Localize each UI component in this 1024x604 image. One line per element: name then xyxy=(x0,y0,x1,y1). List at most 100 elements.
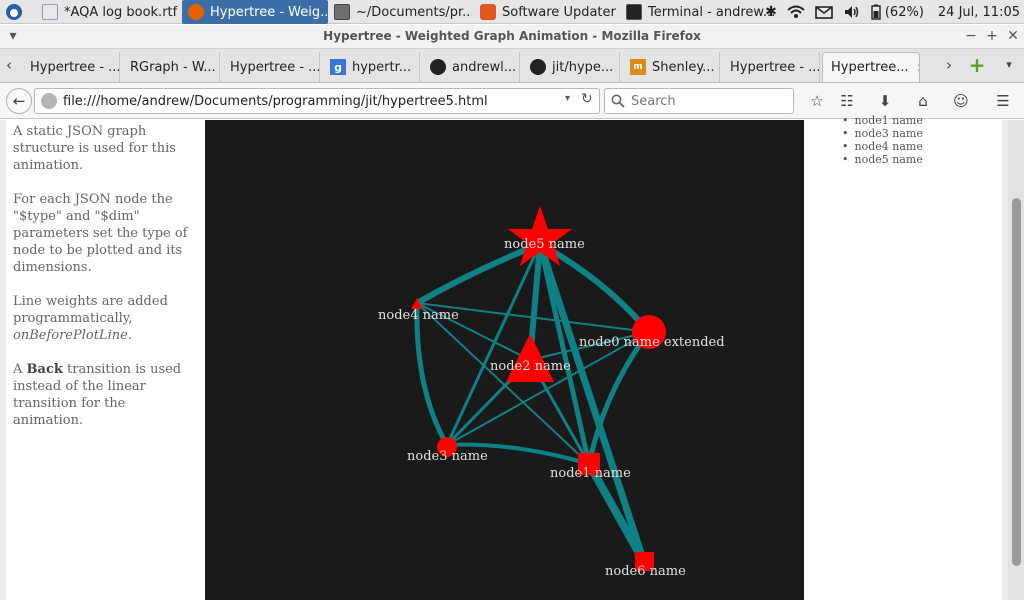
window-titlebar[interactable]: ▾ Hypertree - Weighted Graph Animation -… xyxy=(0,25,1024,49)
taskbar-item-firefox[interactable]: Hypertree - Weig... xyxy=(182,0,328,24)
wifi-icon[interactable] xyxy=(787,5,805,19)
description-paragraph-1: A static JSON graph structure is used fo… xyxy=(13,124,176,173)
node-list: node1 name node3 name node4 name node5 n… xyxy=(804,114,1002,166)
bookmark-star-icon[interactable]: ☆ xyxy=(810,92,824,110)
graph-edge xyxy=(416,302,650,333)
menu-icon[interactable]: ☰ xyxy=(996,92,1010,110)
reload-icon[interactable]: ↻ xyxy=(581,91,593,107)
node6-square[interactable] xyxy=(635,552,654,571)
graph-edges xyxy=(414,241,652,564)
tab-github-jit[interactable]: jit/hype... xyxy=(522,52,620,82)
chat-icon[interactable]: ☺ xyxy=(953,92,969,110)
page-scrollbar[interactable] xyxy=(1008,120,1024,600)
battery-icon[interactable] xyxy=(871,4,881,20)
url-bar[interactable]: file:///home/andrew/Documents/programmin… xyxy=(34,88,600,114)
updater-icon xyxy=(480,4,496,20)
firefox-icon xyxy=(188,4,204,20)
description-text: A static JSON graph structure is used fo… xyxy=(6,120,205,429)
app-menu-button[interactable] xyxy=(2,0,26,24)
description-paragraph-2: For each JSON node the "$type" and "$dim… xyxy=(13,192,188,275)
tab-hypertree-3[interactable]: Hypertree - ... xyxy=(722,52,820,82)
node2-triangle[interactable] xyxy=(506,334,554,382)
google-icon: g xyxy=(330,59,346,75)
description-paragraph-4: A Back transition is used instead of the… xyxy=(13,362,182,428)
tab-google-hypertree[interactable]: g hypertr... xyxy=(322,52,420,82)
graph-svg[interactable]: node5 name node4 name node0 name extende… xyxy=(205,120,804,600)
document-icon xyxy=(42,4,58,20)
desktop-panel: *AQA log book.rtf Hypertree - Weig... ~/… xyxy=(0,0,1024,24)
node6-label[interactable]: node6 name xyxy=(605,564,686,579)
node-list-panel: node1 name node3 name node4 name node5 n… xyxy=(804,114,1008,600)
tab-hypertree-1[interactable]: Hypertree - ... xyxy=(22,52,120,82)
back-button[interactable]: ← xyxy=(6,88,32,114)
graph-edge xyxy=(445,243,542,446)
maximize-button[interactable]: + xyxy=(986,28,998,44)
close-window-button[interactable]: ✕ xyxy=(1007,28,1019,44)
minimize-button[interactable]: − xyxy=(965,28,977,44)
search-icon xyxy=(611,94,625,108)
close-tab-icon[interactable]: ✕ xyxy=(917,61,919,75)
graph-edge xyxy=(446,331,650,446)
node0-circle[interactable] xyxy=(632,315,666,349)
downloads-icon[interactable]: ⬇ xyxy=(878,92,892,110)
taskbar-item-file-manager[interactable]: ~/Documents/pr... xyxy=(332,0,472,24)
graph-edge xyxy=(416,302,590,465)
node1-square[interactable] xyxy=(578,453,600,475)
graph-edge xyxy=(586,330,651,465)
mail-icon[interactable] xyxy=(815,5,833,19)
search-placeholder: Search xyxy=(631,93,676,109)
node3-label[interactable]: node3 name xyxy=(407,449,488,464)
bluetooth-icon[interactable]: ✱ xyxy=(765,4,777,20)
node-list-item: node5 name xyxy=(842,153,1002,166)
page-content: A static JSON graph structure is used fo… xyxy=(0,114,1024,600)
tab-hypertree-2[interactable]: Hypertree - ... xyxy=(222,52,320,82)
battery-percent: (62%) xyxy=(884,4,924,20)
node-list-item: node4 name xyxy=(842,140,1002,153)
node5-star[interactable] xyxy=(508,206,572,266)
taskbar-item-terminal[interactable]: Terminal - andrew... xyxy=(624,0,774,24)
home-icon[interactable]: ⌂ xyxy=(918,92,928,110)
node2-label[interactable]: node2 name xyxy=(490,359,571,374)
description-paragraph-3: Line weights are added programmatically,… xyxy=(13,294,168,343)
tab-scroll-right-icon[interactable]: › xyxy=(946,56,952,74)
tab-github-andrewl[interactable]: andrewl... xyxy=(422,52,520,82)
taskbar-item-software-updater[interactable]: Software Updater xyxy=(478,0,618,24)
tab-hypertree-active[interactable]: Hypertree... ✕ xyxy=(822,52,920,82)
graph-edge xyxy=(537,243,592,465)
taskbar-item-aqa-log-book[interactable]: *AQA log book.rtf xyxy=(38,0,178,24)
tab-bar: ‹ Hypertree - ... RGraph - W... Hypertre… xyxy=(0,49,1024,83)
github-icon xyxy=(530,59,546,75)
node4-triangle[interactable] xyxy=(411,298,423,309)
new-tab-icon[interactable]: + xyxy=(968,53,986,77)
graph-edge xyxy=(585,462,648,564)
xfce-mouse-icon xyxy=(6,4,22,20)
folder-icon xyxy=(334,4,350,20)
url-history-dropdown-icon[interactable]: ▾ xyxy=(565,93,571,104)
graph-canvas[interactable]: node5 name node4 name node0 name extende… xyxy=(205,120,804,600)
node-list-item: node3 name xyxy=(842,127,1002,140)
window-menu-icon[interactable]: ▾ xyxy=(9,28,17,44)
node5-label[interactable]: node5 name xyxy=(504,237,585,252)
volume-icon[interactable] xyxy=(843,5,861,19)
graph-edge xyxy=(536,242,648,564)
node1-label[interactable]: node1 name xyxy=(550,466,631,481)
window-title: Hypertree - Weighted Graph Animation - M… xyxy=(323,29,701,43)
clock[interactable]: 24 Jul, 11:05 xyxy=(937,4,1020,20)
tab-shenley[interactable]: m Shenley... xyxy=(622,52,720,82)
tab-rgraph[interactable]: RGraph - W... xyxy=(122,52,220,82)
node0-label[interactable]: node0 name extended xyxy=(579,335,725,350)
scrollbar-thumb[interactable] xyxy=(1012,198,1021,566)
graph-edge xyxy=(416,302,531,361)
description-column: A static JSON graph structure is used fo… xyxy=(0,120,205,600)
url-text: file:///home/andrew/Documents/programmin… xyxy=(63,93,488,109)
search-input[interactable]: Search xyxy=(604,88,794,114)
tab-scroll-left-icon[interactable]: ‹ xyxy=(6,56,12,74)
node3-circle[interactable] xyxy=(437,437,457,457)
node4-label[interactable]: node4 name xyxy=(378,308,459,323)
node-list-item: node1 name xyxy=(842,114,1002,127)
navigation-bar: ← file:///home/andrew/Documents/programm… xyxy=(0,83,1024,119)
bookmarks-list-icon[interactable]: ☷ xyxy=(840,92,854,110)
tab-list-icon[interactable]: ▾ xyxy=(1006,58,1012,71)
system-tray: ✱ (62%) 24 Jul, 11:05 xyxy=(755,0,1024,24)
terminal-icon xyxy=(626,4,642,20)
